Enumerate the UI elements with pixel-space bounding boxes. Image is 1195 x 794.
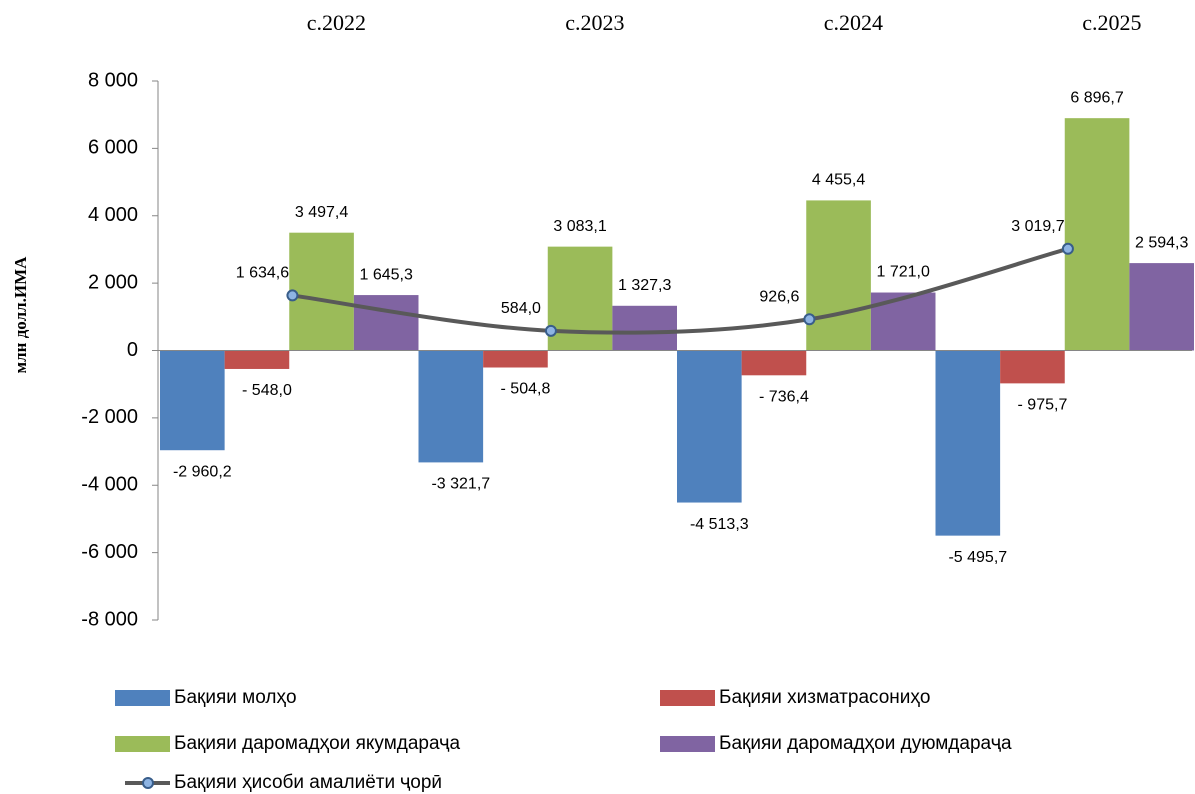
category-label: с.2025	[1082, 10, 1141, 35]
y-tick-label: 6 000	[88, 137, 138, 159]
bar	[806, 200, 871, 351]
data-label: 1 634,6	[236, 265, 289, 282]
line-marker	[803, 313, 816, 326]
data-label: - 975,7	[1018, 397, 1068, 414]
category-label: с.2022	[307, 10, 366, 35]
bar	[483, 350, 548, 368]
bar	[1129, 263, 1194, 351]
y-tick-label: 8 000	[88, 69, 138, 91]
bar	[160, 350, 225, 451]
data-label: 1 645,3	[359, 266, 412, 283]
bar	[741, 350, 807, 376]
line-marker	[544, 324, 557, 337]
data-label: -3 321,7	[431, 476, 490, 493]
data-label: 3 083,1	[553, 218, 606, 235]
data-label: 4 455,4	[812, 172, 865, 189]
legend-label: Бақияи молҳо	[174, 687, 297, 708]
legend-label: Бақияи даромадҳои якумдараҷа	[174, 733, 460, 754]
bar	[870, 292, 936, 351]
bar	[224, 350, 290, 369]
data-label: 2 594,3	[1135, 234, 1188, 251]
data-label: -5 495,7	[948, 549, 1007, 566]
legend-label: Бақияи хизматрасониҳо	[719, 687, 930, 708]
bar	[289, 232, 354, 351]
bar	[935, 350, 1001, 536]
line	[292, 246, 1069, 335]
bar	[547, 246, 613, 351]
data-label: 3 019,7	[1011, 218, 1064, 235]
data-label: - 548,0	[242, 382, 292, 399]
bar	[1000, 350, 1065, 384]
legend-label: Бақияи даромадҳои дуюмдараҷа	[719, 733, 1012, 754]
bar	[353, 295, 419, 351]
data-label: 6 896,7	[1070, 89, 1123, 106]
y-tick-label: -8 000	[81, 608, 138, 630]
bar	[1064, 118, 1130, 351]
y-tick-label: 4 000	[88, 204, 138, 226]
line-marker	[286, 289, 299, 302]
category-label: с.2024	[824, 10, 883, 35]
data-label: 1 327,3	[618, 277, 671, 294]
data-label: - 736,4	[759, 389, 809, 406]
bar	[677, 350, 742, 503]
data-label: 584,0	[501, 300, 541, 317]
bar	[418, 350, 484, 463]
data-label: 1 721,0	[876, 264, 929, 281]
y-tick-label: -4 000	[81, 474, 138, 496]
bar	[612, 305, 677, 351]
data-label: 926,6	[759, 289, 799, 306]
legend-swatch	[115, 736, 170, 752]
y-tick-label: 0	[127, 339, 138, 361]
data-label: 3 497,4	[295, 204, 348, 221]
category-label: с.2023	[565, 10, 624, 35]
data-label: -4 513,3	[690, 516, 749, 533]
legend-label: Бақияи ҳисоби амалиёти ҷорӣ	[174, 772, 442, 793]
legend-swatch	[660, 690, 715, 706]
data-label: - 504,8	[501, 381, 551, 398]
y-tick-label: -6 000	[81, 541, 138, 563]
legend-swatch	[115, 690, 170, 706]
line-marker	[1061, 242, 1074, 255]
y-tick-label: -2 000	[81, 406, 138, 428]
legend-swatch	[660, 736, 715, 752]
legend-swatch	[142, 777, 154, 789]
data-label: -2 960,2	[173, 463, 232, 480]
y-axis-label: млн долл.ИМА	[11, 256, 30, 374]
y-tick-label: 2 000	[88, 271, 138, 293]
